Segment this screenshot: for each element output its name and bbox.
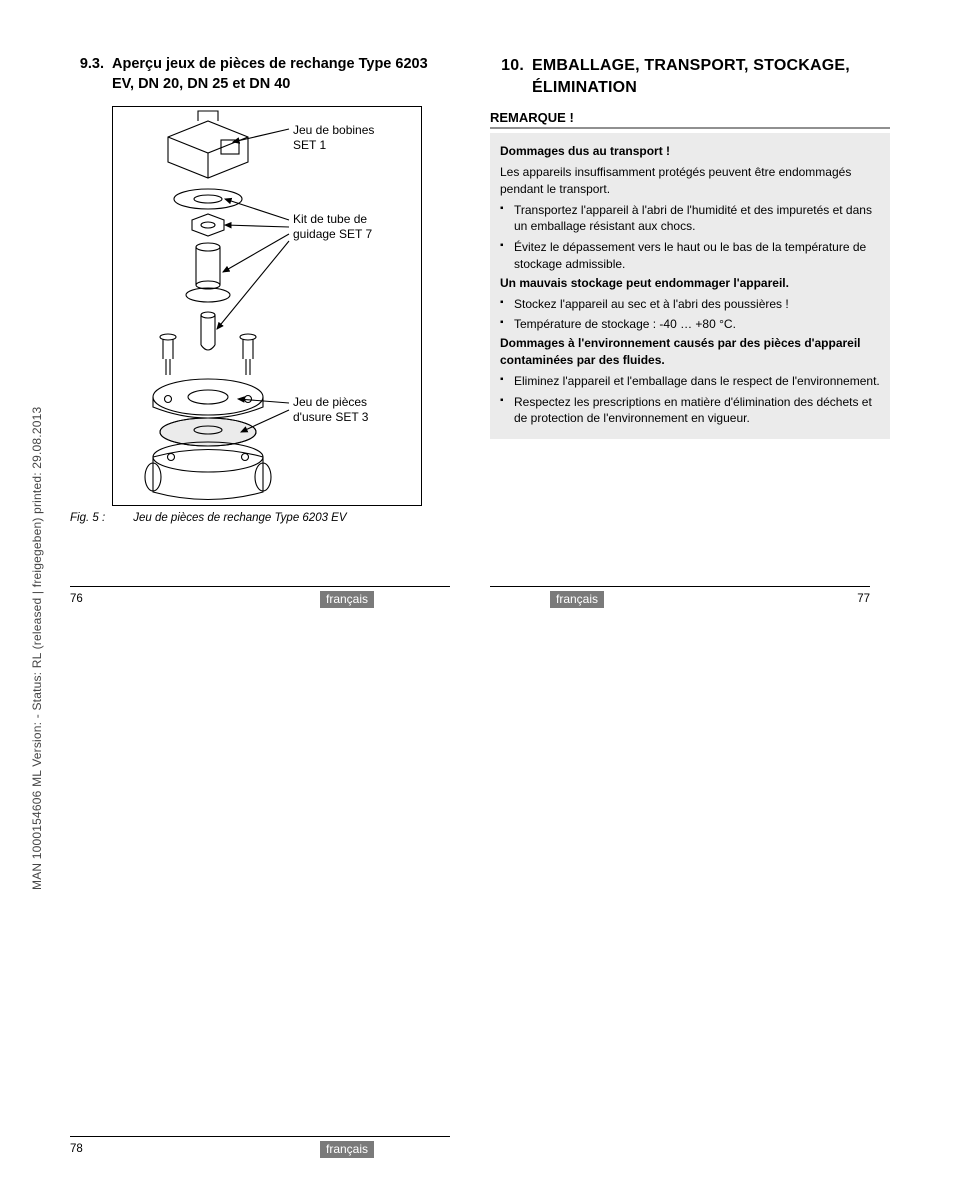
list-item: Eliminez l'appareil et l'emballage dans … [500,373,880,390]
section-title: Aperçu jeux de pièces de rechange Type 6… [112,55,450,94]
list-item: Stockez l'appareil au sec et à l'abri de… [500,296,880,313]
section-number: 9.3. [70,55,112,94]
lang-tag: français [320,1141,374,1158]
figure-label-set1: Jeu de bobines SET 1 [293,123,374,153]
notice-list-transport: Transportez l'appareil à l'abri de l'hum… [500,202,880,273]
notice-paragraph: Les appareils insuffisamment protégés pe… [500,164,880,198]
notice-heading: Dommages dus au transport ! [500,143,880,160]
notice-heading: Un mauvais stockage peut endommager l'ap… [500,275,880,292]
lang-tag: français [550,591,604,608]
page-footer-77: français 77 [490,586,870,610]
section-heading-10: 10. EMBALLAGE, TRANSPORT, STOCKAGE, ÉLIM… [490,55,890,98]
notice-heading: Dommages à l'environnement causés par de… [500,335,880,369]
figure-label-text: SET 1 [293,138,326,152]
page-79-blank [470,620,890,1160]
notice-list-storage: Stockez l'appareil au sec et à l'abri de… [500,296,880,334]
page-footer-76: 76 français [70,586,450,610]
figure-label-text: Kit de tube de [293,212,367,226]
page-76: 9.3. Aperçu jeux de pièces de rechange T… [70,55,470,610]
figure-5-box: Jeu de bobines SET 1 Kit de tube de guid… [112,106,422,506]
page-number: 78 [70,1143,83,1155]
doc-meta-side-text: MAN 1000154606 ML Version: - Status: RL … [30,407,44,890]
notice-box: Dommages dus au transport ! Les appareil… [490,133,890,439]
figure-number: Fig. 5 : [70,512,130,524]
list-item: Transportez l'appareil à l'abri de l'hum… [500,202,880,236]
figure-label-text: Jeu de bobines [293,123,374,137]
figure-label-text: Jeu de pièces [293,395,367,409]
page-number: 77 [857,593,870,605]
figure-caption-text: Jeu de pièces de rechange Type 6203 EV [133,512,346,524]
spread-top: 9.3. Aperçu jeux de pièces de rechange T… [70,55,890,610]
lang-tag: français [320,591,374,608]
page-number: 76 [70,593,83,605]
exploded-view-svg [113,107,422,506]
remarque-header: REMARQUE ! [490,110,890,129]
list-item: Respectez les prescriptions en matière d… [500,394,880,428]
section-number: 10. [490,55,532,98]
page-footer-78: 78 français [70,1136,450,1160]
section-heading-9-3: 9.3. Aperçu jeux de pièces de rechange T… [70,55,450,94]
notice-list-env: Eliminez l'appareil et l'emballage dans … [500,373,880,427]
page-77: 10. EMBALLAGE, TRANSPORT, STOCKAGE, ÉLIM… [470,55,890,610]
figure-label-text: d'usure SET 3 [293,410,368,424]
page-78: 78 français [70,620,470,1160]
figure-label-text: guidage SET 7 [293,227,372,241]
section-title: EMBALLAGE, TRANSPORT, STOCKAGE, ÉLIMINAT… [532,55,890,98]
list-item: Évitez le dépassement vers le haut ou le… [500,239,880,273]
figure-caption: Fig. 5 : Jeu de pièces de rechange Type … [70,512,450,524]
figure-label-set7: Kit de tube de guidage SET 7 [293,212,372,242]
list-item: Température de stockage : -40 … +80 °C. [500,316,880,333]
figure-label-set3: Jeu de pièces d'usure SET 3 [293,395,368,425]
spread-bottom: 78 français [70,620,890,1160]
